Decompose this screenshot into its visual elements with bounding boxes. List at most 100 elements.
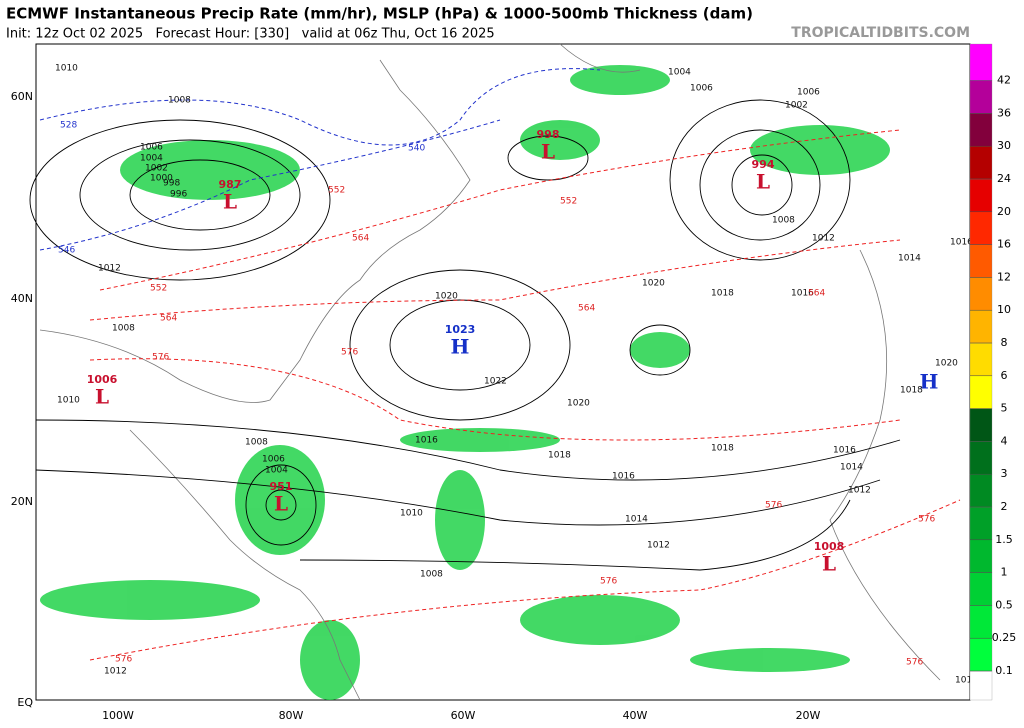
thickness-label: 540 bbox=[408, 144, 425, 154]
isobar-label: 1016 bbox=[612, 472, 635, 482]
isobar-label: 1016 bbox=[833, 446, 856, 456]
thickness-label: 576 bbox=[115, 655, 132, 665]
thickness-label: 576 bbox=[906, 658, 923, 668]
colorbar-segment bbox=[969, 506, 993, 540]
colorbar-label: 3 bbox=[1001, 467, 1008, 480]
isobar-label: 1000 bbox=[150, 174, 173, 184]
isobar-label: 1020 bbox=[642, 279, 665, 289]
isobar-label: 1008 bbox=[112, 324, 135, 334]
isobar-label: 996 bbox=[170, 190, 187, 200]
isobar-label: 1018 bbox=[548, 451, 571, 461]
isobar-label: 1016 bbox=[950, 238, 973, 248]
center-letter: H bbox=[920, 370, 939, 394]
isobar-label: 1012 bbox=[104, 667, 127, 677]
center-letter: L bbox=[822, 552, 836, 576]
colorbar-segment bbox=[969, 375, 993, 409]
thickness bbox=[89, 129, 961, 661]
colorbar-label: 0.1 bbox=[995, 664, 1013, 677]
colorbar-label: 12 bbox=[997, 270, 1011, 283]
lat-label: 60N bbox=[11, 90, 33, 103]
colorbar-label: 5 bbox=[1001, 402, 1008, 415]
isobar-label: 1008 bbox=[420, 570, 443, 580]
center-value: 1008 bbox=[814, 540, 845, 553]
colorbar-label: 4 bbox=[1001, 434, 1008, 447]
thickness-label: 576 bbox=[918, 515, 935, 525]
thickness-label: 564 bbox=[160, 314, 177, 324]
colorbar-segment bbox=[969, 277, 993, 311]
thickness-label: 564 bbox=[352, 234, 369, 244]
colorbar-segment bbox=[969, 572, 993, 606]
thickness-label: 576 bbox=[341, 348, 358, 358]
isobar-label: 1012 bbox=[812, 234, 835, 244]
colorbar-segment bbox=[969, 605, 993, 639]
lon-label: 60W bbox=[451, 709, 476, 722]
isobar-label: 1006 bbox=[140, 143, 163, 153]
colorbar-segment bbox=[969, 310, 993, 344]
isobar-label: 1008 bbox=[245, 438, 268, 448]
isobar-label: 1014 bbox=[840, 463, 863, 473]
colorbar-segment bbox=[969, 211, 993, 245]
thickness-label: 552 bbox=[150, 284, 167, 294]
isobar-label: 1004 bbox=[140, 154, 163, 164]
isobar-label: 1002 bbox=[785, 101, 808, 111]
colorbar-label: 0.25 bbox=[992, 631, 1017, 644]
isobar-label: 1008 bbox=[168, 96, 191, 106]
title: ECMWF Instantaneous Precip Rate (mm/hr),… bbox=[6, 5, 753, 23]
colorbar-segment bbox=[969, 113, 993, 147]
thickness-cold bbox=[39, 68, 601, 251]
precip bbox=[40, 65, 890, 700]
colorbar-label: 16 bbox=[997, 238, 1011, 251]
isobar-label: 1002 bbox=[145, 164, 168, 174]
brand: TROPICALTIDBITS.COM bbox=[791, 25, 970, 41]
thickness-label: 552 bbox=[328, 186, 345, 196]
isobar-label: 1004 bbox=[265, 466, 288, 476]
subtitle: Init: 12z Oct 02 2025 Forecast Hour: [33… bbox=[6, 27, 495, 42]
thickness-label: 546 bbox=[58, 246, 75, 256]
isobar-label: 1008 bbox=[772, 216, 795, 226]
center-value: 987 bbox=[219, 178, 242, 191]
colorbar-label: 30 bbox=[997, 139, 1011, 152]
isobar-label: 1016 bbox=[791, 289, 814, 299]
isobars bbox=[29, 99, 901, 571]
thickness-label: 564 bbox=[808, 289, 825, 299]
colorbar-segment bbox=[969, 638, 993, 672]
lat-label: EQ bbox=[17, 696, 33, 709]
thickness-label: 564 bbox=[578, 304, 595, 314]
colorbar-segment bbox=[969, 441, 993, 475]
thickness-label: 576 bbox=[152, 353, 169, 363]
isobar-label: 1012 bbox=[848, 486, 871, 496]
isobar-label: 1012 bbox=[98, 264, 121, 274]
colorbar-label: 20 bbox=[997, 205, 1011, 218]
isobar-label: 1022 bbox=[484, 377, 507, 387]
colorbar-segment bbox=[969, 244, 993, 278]
lon-label: 20W bbox=[796, 709, 821, 722]
thickness-label: 576 bbox=[765, 501, 782, 511]
isobar-label: 1010 bbox=[57, 396, 80, 406]
coastlines bbox=[39, 43, 941, 701]
colorbar-label: 10 bbox=[997, 303, 1011, 316]
isobar-label: 1020 bbox=[567, 399, 590, 409]
isobar-label: 1016 bbox=[415, 436, 438, 446]
center-letter: L bbox=[95, 385, 109, 409]
center-value: 1006 bbox=[87, 373, 118, 386]
isobar-label: 1010 bbox=[55, 64, 78, 74]
colorbar-label: 6 bbox=[1001, 369, 1008, 382]
isobar-label: 1020 bbox=[935, 359, 958, 369]
lon-label: 80W bbox=[279, 709, 304, 722]
thickness-label: 552 bbox=[560, 197, 577, 207]
isobar-label: 1004 bbox=[668, 68, 691, 78]
colorbar-label: 1 bbox=[1001, 566, 1008, 579]
isobar-label: 1012 bbox=[647, 541, 670, 551]
colorbar-label: 8 bbox=[1001, 336, 1008, 349]
center-letter: L bbox=[756, 170, 770, 194]
thickness-label: 528 bbox=[60, 121, 77, 131]
colorbar-segment bbox=[969, 43, 993, 81]
center-letter: L bbox=[223, 190, 237, 214]
colorbar-label: 2 bbox=[1001, 500, 1008, 513]
lat-label: 20N bbox=[11, 495, 33, 508]
colorbar-segment bbox=[969, 408, 993, 442]
colorbar-label: 42 bbox=[997, 74, 1011, 87]
center-letter: L bbox=[274, 492, 288, 516]
isobar-label: 1006 bbox=[690, 84, 713, 94]
